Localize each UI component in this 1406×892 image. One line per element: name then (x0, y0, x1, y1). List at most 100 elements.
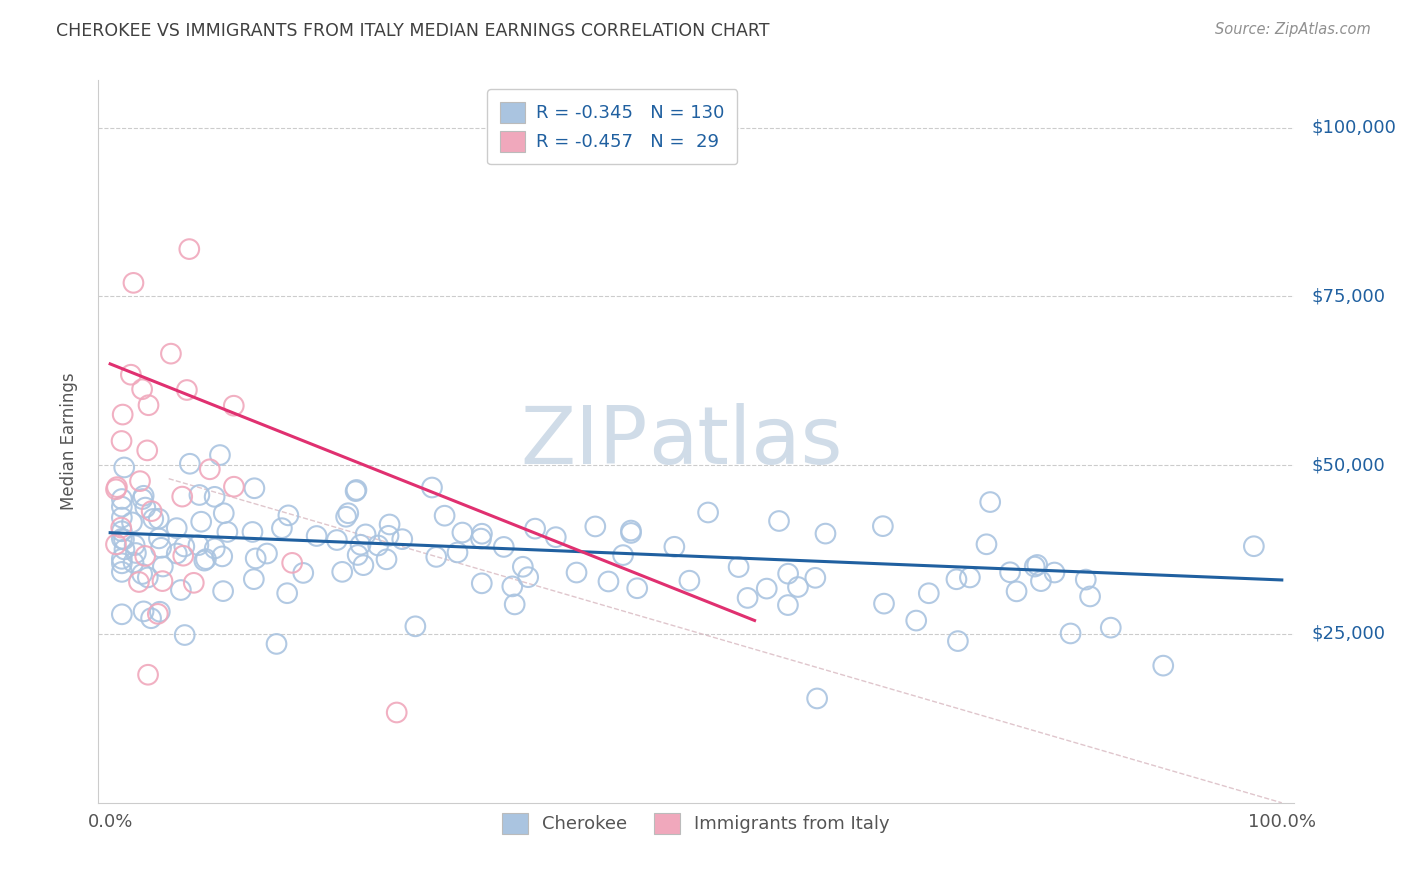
Text: $100,000: $100,000 (1312, 119, 1396, 136)
Point (120, 368, 142, 382)
Point (114, 542, 136, 557)
Point (122, 556, 145, 570)
Point (1024, 559, 1046, 574)
Point (243, 572, 266, 586)
Point (367, 539, 389, 553)
Point (138, 398, 160, 412)
Point (142, 512, 165, 526)
Point (346, 548, 368, 562)
Point (141, 504, 163, 518)
Point (492, 540, 515, 554)
Point (112, 460, 135, 475)
Y-axis label: Median Earnings: Median Earnings (59, 373, 77, 510)
Point (470, 532, 492, 546)
Point (755, 582, 778, 596)
Point (211, 549, 233, 564)
Point (132, 489, 155, 503)
Point (626, 581, 648, 595)
Point (946, 634, 969, 648)
Point (471, 526, 494, 541)
Point (173, 628, 195, 642)
Point (918, 586, 941, 600)
Point (945, 572, 967, 586)
Point (222, 399, 245, 413)
Point (620, 524, 643, 538)
Point (125, 546, 148, 560)
Point (524, 522, 547, 536)
Point (330, 565, 353, 579)
Point (134, 549, 156, 563)
Point (121, 516, 143, 530)
Point (111, 491, 134, 506)
Point (266, 637, 288, 651)
Point (243, 481, 266, 495)
Point (124, 538, 146, 552)
Text: $50,000: $50,000 (1312, 456, 1385, 475)
Point (222, 480, 245, 494)
Point (1029, 574, 1052, 588)
Point (271, 521, 294, 535)
Point (198, 462, 221, 476)
Point (111, 500, 134, 514)
Point (176, 383, 198, 397)
Point (678, 574, 700, 588)
Point (217, 524, 239, 539)
Point (111, 524, 134, 539)
Point (173, 540, 195, 554)
Legend: Cherokee, Immigrants from Italy: Cherokee, Immigrants from Italy (492, 802, 900, 845)
Point (814, 526, 837, 541)
Point (132, 604, 155, 618)
Point (111, 551, 134, 566)
Point (276, 586, 298, 600)
Point (110, 434, 132, 448)
Point (105, 537, 128, 551)
Point (111, 557, 134, 571)
Point (1059, 626, 1081, 640)
Point (204, 541, 226, 556)
Point (111, 408, 134, 422)
Point (1243, 539, 1265, 553)
Point (768, 514, 790, 528)
Point (354, 527, 377, 541)
Point (128, 574, 150, 589)
Point (420, 481, 443, 495)
Point (778, 566, 800, 581)
Point (959, 570, 981, 584)
Point (152, 559, 174, 574)
Point (149, 605, 172, 619)
Point (326, 533, 349, 547)
Point (146, 607, 169, 621)
Point (1074, 573, 1097, 587)
Point (905, 614, 928, 628)
Point (404, 619, 426, 633)
Point (375, 552, 398, 566)
Point (188, 488, 211, 502)
Point (166, 521, 188, 535)
Point (612, 548, 634, 562)
Point (131, 567, 153, 582)
Point (305, 529, 328, 543)
Point (976, 537, 998, 551)
Point (344, 484, 367, 499)
Point (979, 495, 1001, 509)
Point (512, 559, 534, 574)
Point (179, 242, 201, 256)
Point (425, 549, 447, 564)
Point (105, 480, 128, 494)
Point (873, 597, 896, 611)
Point (787, 580, 810, 594)
Point (131, 491, 153, 506)
Point (1026, 558, 1049, 572)
Point (111, 510, 134, 524)
Point (620, 525, 643, 540)
Point (194, 552, 217, 566)
Point (664, 540, 686, 554)
Point (1152, 658, 1174, 673)
Point (256, 547, 278, 561)
Point (136, 667, 159, 681)
Point (337, 506, 360, 520)
Point (204, 490, 226, 504)
Point (598, 574, 620, 589)
Point (170, 582, 193, 597)
Text: $75,000: $75,000 (1312, 287, 1385, 305)
